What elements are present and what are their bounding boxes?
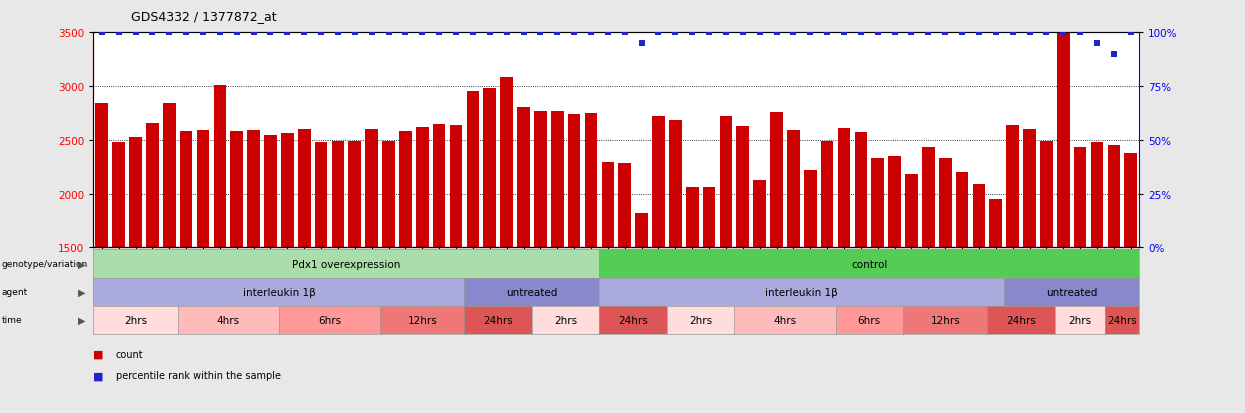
- Bar: [972, 185, 985, 409]
- Bar: [1073, 148, 1087, 409]
- Bar: [872, 159, 884, 409]
- Bar: [365, 130, 378, 409]
- Text: 2hrs: 2hrs: [688, 315, 712, 325]
- Bar: [129, 137, 142, 409]
- Bar: [230, 132, 243, 409]
- Bar: [702, 188, 716, 409]
- Text: 12hrs: 12hrs: [407, 315, 437, 325]
- Bar: [923, 148, 935, 409]
- Bar: [197, 131, 209, 409]
- Text: GDS4332 / 1377872_at: GDS4332 / 1377872_at: [131, 10, 276, 23]
- Bar: [264, 136, 276, 409]
- Text: percentile rank within the sample: percentile rank within the sample: [116, 370, 281, 380]
- Bar: [686, 188, 698, 409]
- Text: ▶: ▶: [78, 287, 86, 297]
- Text: 24hrs: 24hrs: [1108, 315, 1137, 325]
- Text: 24hrs: 24hrs: [619, 315, 647, 325]
- Bar: [619, 164, 631, 409]
- Bar: [838, 128, 850, 409]
- Text: 24hrs: 24hrs: [1006, 315, 1036, 325]
- Bar: [771, 112, 783, 409]
- Text: 24hrs: 24hrs: [483, 315, 513, 325]
- Bar: [787, 131, 799, 409]
- Bar: [163, 104, 176, 409]
- Bar: [888, 157, 901, 409]
- Bar: [956, 173, 969, 409]
- Text: 4hrs: 4hrs: [217, 315, 240, 325]
- Bar: [534, 112, 547, 409]
- Bar: [1006, 126, 1018, 409]
- Bar: [1057, 3, 1069, 409]
- Bar: [112, 142, 125, 409]
- Bar: [737, 126, 749, 409]
- Text: ■: ■: [93, 349, 103, 359]
- Bar: [1108, 146, 1120, 409]
- Text: 2hrs: 2hrs: [1068, 315, 1092, 325]
- Bar: [669, 121, 682, 409]
- Bar: [467, 92, 479, 409]
- Bar: [416, 128, 428, 409]
- Text: agent: agent: [1, 287, 27, 297]
- Text: 12hrs: 12hrs: [930, 315, 960, 325]
- Text: untreated: untreated: [1046, 287, 1097, 297]
- Bar: [990, 199, 1002, 409]
- Text: ▶: ▶: [78, 259, 86, 269]
- Bar: [349, 142, 361, 409]
- Bar: [753, 180, 766, 409]
- Text: ▶: ▶: [78, 315, 86, 325]
- Bar: [1091, 142, 1103, 409]
- Bar: [585, 114, 598, 409]
- Bar: [315, 142, 327, 409]
- Text: ■: ■: [93, 370, 103, 380]
- Bar: [635, 214, 647, 409]
- Bar: [281, 134, 294, 409]
- Bar: [720, 117, 732, 409]
- Bar: [1023, 130, 1036, 409]
- Bar: [214, 85, 227, 409]
- Bar: [905, 175, 918, 409]
- Bar: [331, 142, 345, 409]
- Text: genotype/variation: genotype/variation: [1, 259, 87, 268]
- Bar: [146, 123, 159, 409]
- Text: time: time: [1, 316, 22, 325]
- Text: 4hrs: 4hrs: [773, 315, 797, 325]
- Bar: [483, 89, 496, 409]
- Bar: [96, 104, 108, 409]
- Bar: [568, 115, 580, 409]
- Bar: [400, 132, 412, 409]
- Bar: [449, 126, 462, 409]
- Text: untreated: untreated: [507, 287, 558, 297]
- Bar: [550, 112, 564, 409]
- Bar: [179, 132, 193, 409]
- Text: 2hrs: 2hrs: [554, 315, 578, 325]
- Bar: [652, 117, 665, 409]
- Bar: [820, 142, 833, 409]
- Text: Pdx1 overexpression: Pdx1 overexpression: [293, 259, 401, 269]
- Text: count: count: [116, 349, 143, 359]
- Text: control: control: [852, 259, 888, 269]
- Text: interleukin 1β: interleukin 1β: [243, 287, 315, 297]
- Text: 2hrs: 2hrs: [124, 315, 147, 325]
- Bar: [804, 171, 817, 409]
- Bar: [248, 131, 260, 409]
- Bar: [601, 163, 614, 409]
- Bar: [500, 78, 513, 409]
- Bar: [298, 130, 310, 409]
- Text: 6hrs: 6hrs: [317, 315, 341, 325]
- Bar: [1040, 142, 1053, 409]
- Text: 6hrs: 6hrs: [858, 315, 881, 325]
- Bar: [1124, 153, 1137, 409]
- Text: interleukin 1β: interleukin 1β: [766, 287, 838, 297]
- Bar: [854, 133, 868, 409]
- Bar: [382, 142, 395, 409]
- Bar: [433, 124, 446, 409]
- Bar: [939, 159, 951, 409]
- Bar: [517, 108, 530, 409]
